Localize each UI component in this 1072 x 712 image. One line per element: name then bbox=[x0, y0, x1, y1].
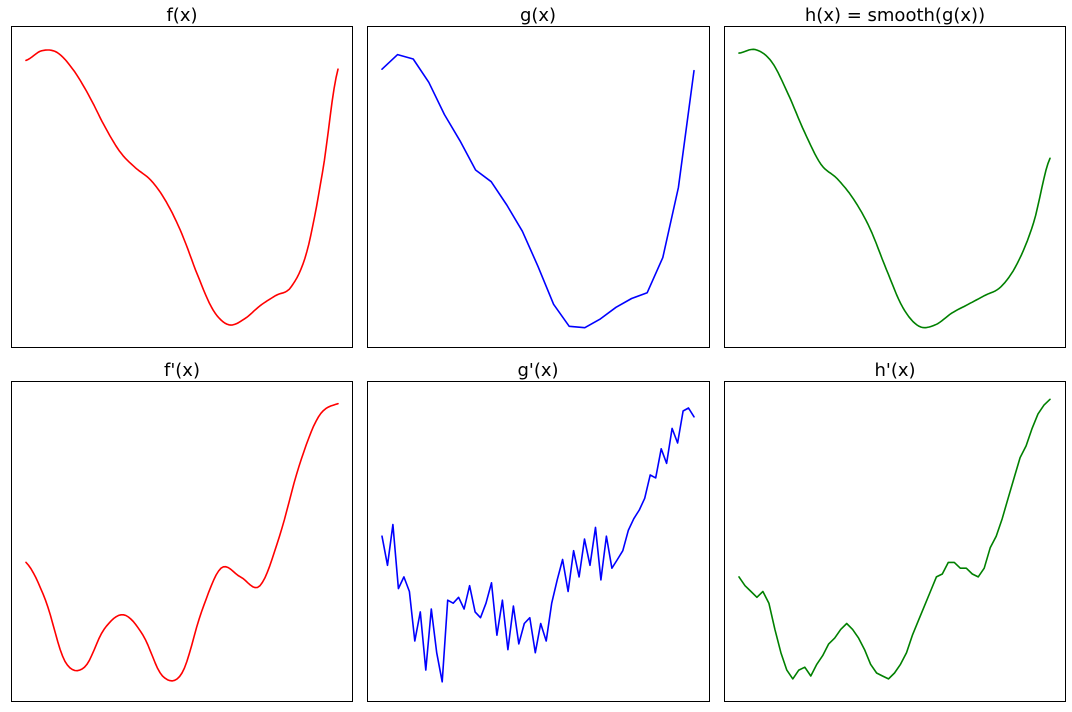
panel-h: h(x) = smooth(g(x)) bbox=[724, 5, 1066, 348]
panel-title-h: h(x) = smooth(g(x)) bbox=[805, 5, 985, 26]
line-series-g bbox=[381, 53, 695, 329]
axes-frame-h bbox=[724, 26, 1066, 348]
line-series-h bbox=[738, 48, 1051, 329]
panel-title-f: f(x) bbox=[166, 5, 197, 26]
axes-frame-fp bbox=[11, 381, 353, 702]
panel-gp: g'(x) bbox=[367, 360, 710, 702]
panel-fp: f'(x) bbox=[11, 360, 353, 702]
panel-g: g(x) bbox=[367, 5, 710, 348]
line-series-hp bbox=[738, 398, 1051, 680]
line-series-gp bbox=[381, 407, 695, 683]
panel-title-fp: f'(x) bbox=[164, 360, 200, 381]
panel-hp: h'(x) bbox=[724, 360, 1066, 702]
axes-frame-gp bbox=[367, 381, 710, 702]
panel-title-hp: h'(x) bbox=[874, 360, 915, 381]
panel-title-gp: g'(x) bbox=[517, 360, 558, 381]
panel-title-g: g(x) bbox=[520, 5, 556, 26]
axes-frame-f bbox=[11, 26, 353, 348]
line-series-f bbox=[25, 49, 339, 326]
axes-frame-g bbox=[367, 26, 710, 348]
line-series-fp bbox=[25, 402, 339, 682]
panel-f: f(x) bbox=[11, 5, 353, 348]
axes-frame-hp bbox=[724, 381, 1066, 702]
